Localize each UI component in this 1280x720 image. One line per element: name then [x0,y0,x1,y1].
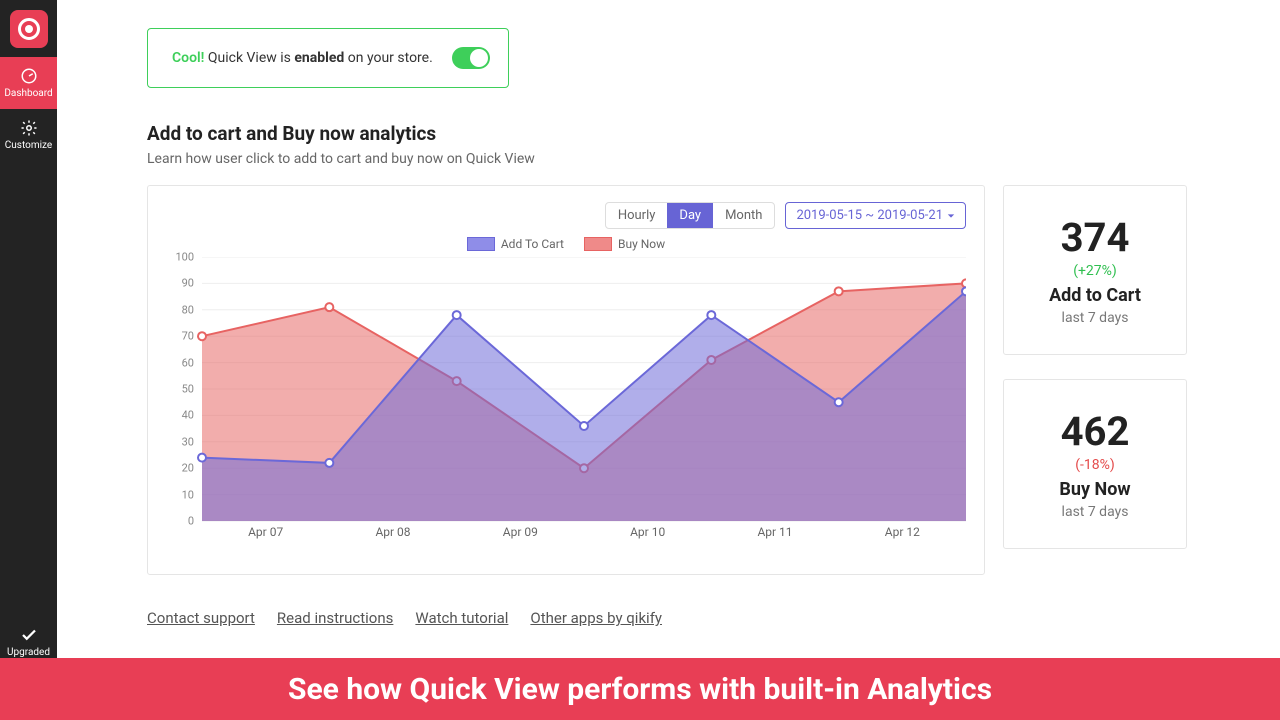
stat-value: 462 [1061,408,1130,455]
legend-buy-now: Buy Now [584,237,665,251]
stat-delta: (-18%) [1075,457,1115,473]
period-selector: Hourly Day Month [605,202,776,229]
stat-card-buy-now: 462 (-18%) Buy Now last 7 days [1003,379,1187,549]
sidebar: Dashboard Customize Upgraded ? [0,0,57,720]
gear-icon [20,119,38,137]
section-subtitle: Learn how user click to add to cart and … [147,151,1280,167]
main-content: Cool! Quick View is enabled on your stor… [57,0,1280,720]
link-read-instructions[interactable]: Read instructions [277,609,393,627]
date-range-picker[interactable]: 2019-05-15 ~ 2019-05-21 [785,202,966,229]
period-month[interactable]: Month [713,203,774,228]
status-alert: Cool! Quick View is enabled on your stor… [147,28,509,88]
nav-label: Customize [5,140,52,151]
stat-card-add-to-cart: 374 (+27%) Add to Cart last 7 days [1003,185,1187,355]
period-day[interactable]: Day [667,203,713,228]
stat-title: Add to Cart [1049,285,1141,306]
eye-icon [18,18,40,40]
link-contact-support[interactable]: Contact support [147,609,255,627]
section-title: Add to cart and Buy now analytics [147,122,1280,145]
stat-period: last 7 days [1062,504,1129,520]
nav-label: Upgraded [7,647,50,658]
legend-add-to-cart: Add To Cart [467,237,564,251]
stat-title: Buy Now [1059,479,1130,500]
app-logo [0,0,57,57]
link-watch-tutorial[interactable]: Watch tutorial [415,609,508,627]
chart-plot-area: 0102030405060708090100Apr 07Apr 08Apr 09… [166,257,966,537]
nav-customize[interactable]: Customize [0,109,57,161]
chevron-down-icon [947,212,955,220]
marketing-banner: See how Quick View performs with built-i… [0,658,1280,720]
period-hourly[interactable]: Hourly [606,203,668,228]
enable-toggle[interactable] [452,47,490,69]
nav-dashboard[interactable]: Dashboard [0,57,57,109]
chart-controls: Hourly Day Month 2019-05-15 ~ 2019-05-21 [166,202,966,229]
check-icon [20,626,38,644]
analytics-chart-card: Hourly Day Month 2019-05-15 ~ 2019-05-21… [147,185,985,575]
stat-value: 374 [1061,214,1130,261]
nav-label: Dashboard [4,88,52,99]
footer-links: Contact support Read instructions Watch … [147,609,1280,627]
stat-delta: (+27%) [1073,263,1117,279]
alert-text: Cool! Quick View is enabled on your stor… [172,50,433,66]
chart-legend: Add To Cart Buy Now [166,237,966,251]
stat-period: last 7 days [1062,310,1129,326]
link-other-apps[interactable]: Other apps by qikify [530,609,662,627]
dashboard-icon [20,67,38,85]
